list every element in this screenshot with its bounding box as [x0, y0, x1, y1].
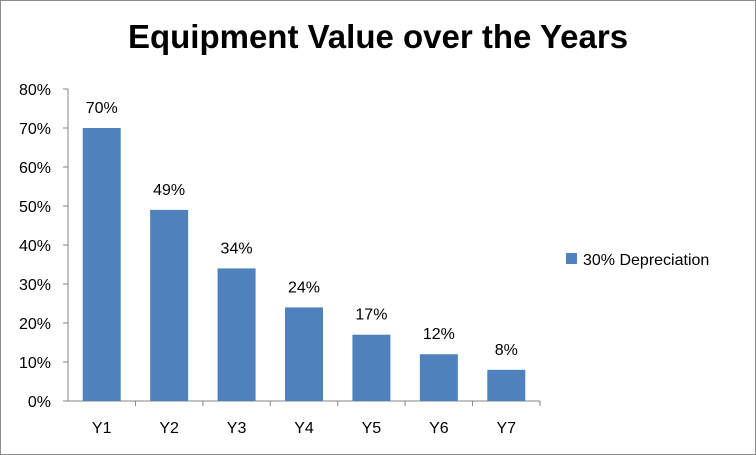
- y-tick-label: 20%: [19, 316, 51, 333]
- bar: [419, 354, 458, 401]
- y-tick-label: 60%: [19, 160, 51, 177]
- chart-title: Equipment Value over the Years: [127, 18, 629, 55]
- x-tick-label: Y3: [227, 420, 247, 437]
- legend: 30% Depreciation: [566, 252, 709, 269]
- y-tick-label: 40%: [19, 238, 51, 255]
- bar: [487, 369, 526, 401]
- data-label: 70%: [86, 100, 118, 117]
- x-tick-label: Y7: [496, 420, 516, 437]
- bar: [217, 268, 256, 401]
- data-label: 34%: [221, 240, 253, 257]
- bar: [82, 128, 121, 401]
- x-tick-label: Y6: [429, 420, 449, 437]
- bar: [352, 334, 391, 401]
- bar: [150, 209, 189, 401]
- bar: [285, 307, 323, 401]
- x-tick-labels: Y1 Y2 Y3 Y4 Y5 Y6 Y7: [92, 420, 516, 437]
- data-label: 12%: [423, 326, 455, 343]
- x-tick-label: Y5: [362, 420, 382, 437]
- data-label: 24%: [288, 279, 320, 296]
- y-tick-label: 30%: [19, 277, 51, 294]
- legend-label: 30% Depreciation: [583, 252, 709, 269]
- legend-swatch: [566, 253, 577, 264]
- bars: [82, 128, 526, 401]
- y-tick-label: 10%: [19, 355, 51, 372]
- x-tick-label: Y4: [294, 420, 314, 437]
- data-label: 17%: [355, 307, 387, 324]
- y-tick-label: 50%: [19, 199, 51, 216]
- y-tick-label: 0%: [28, 394, 51, 411]
- data-label: 49%: [153, 182, 185, 199]
- y-tick-label: 70%: [19, 121, 51, 138]
- x-tick-label: Y1: [92, 420, 112, 437]
- y-tick-labels: 0% 10% 20% 30% 40% 50% 60% 70% 80%: [19, 82, 51, 411]
- data-label: 8%: [495, 342, 518, 359]
- y-tick-label: 80%: [19, 82, 51, 99]
- data-labels: 70% 49% 34% 24% 17% 12% 8%: [86, 100, 518, 359]
- x-tick-label: Y2: [159, 420, 179, 437]
